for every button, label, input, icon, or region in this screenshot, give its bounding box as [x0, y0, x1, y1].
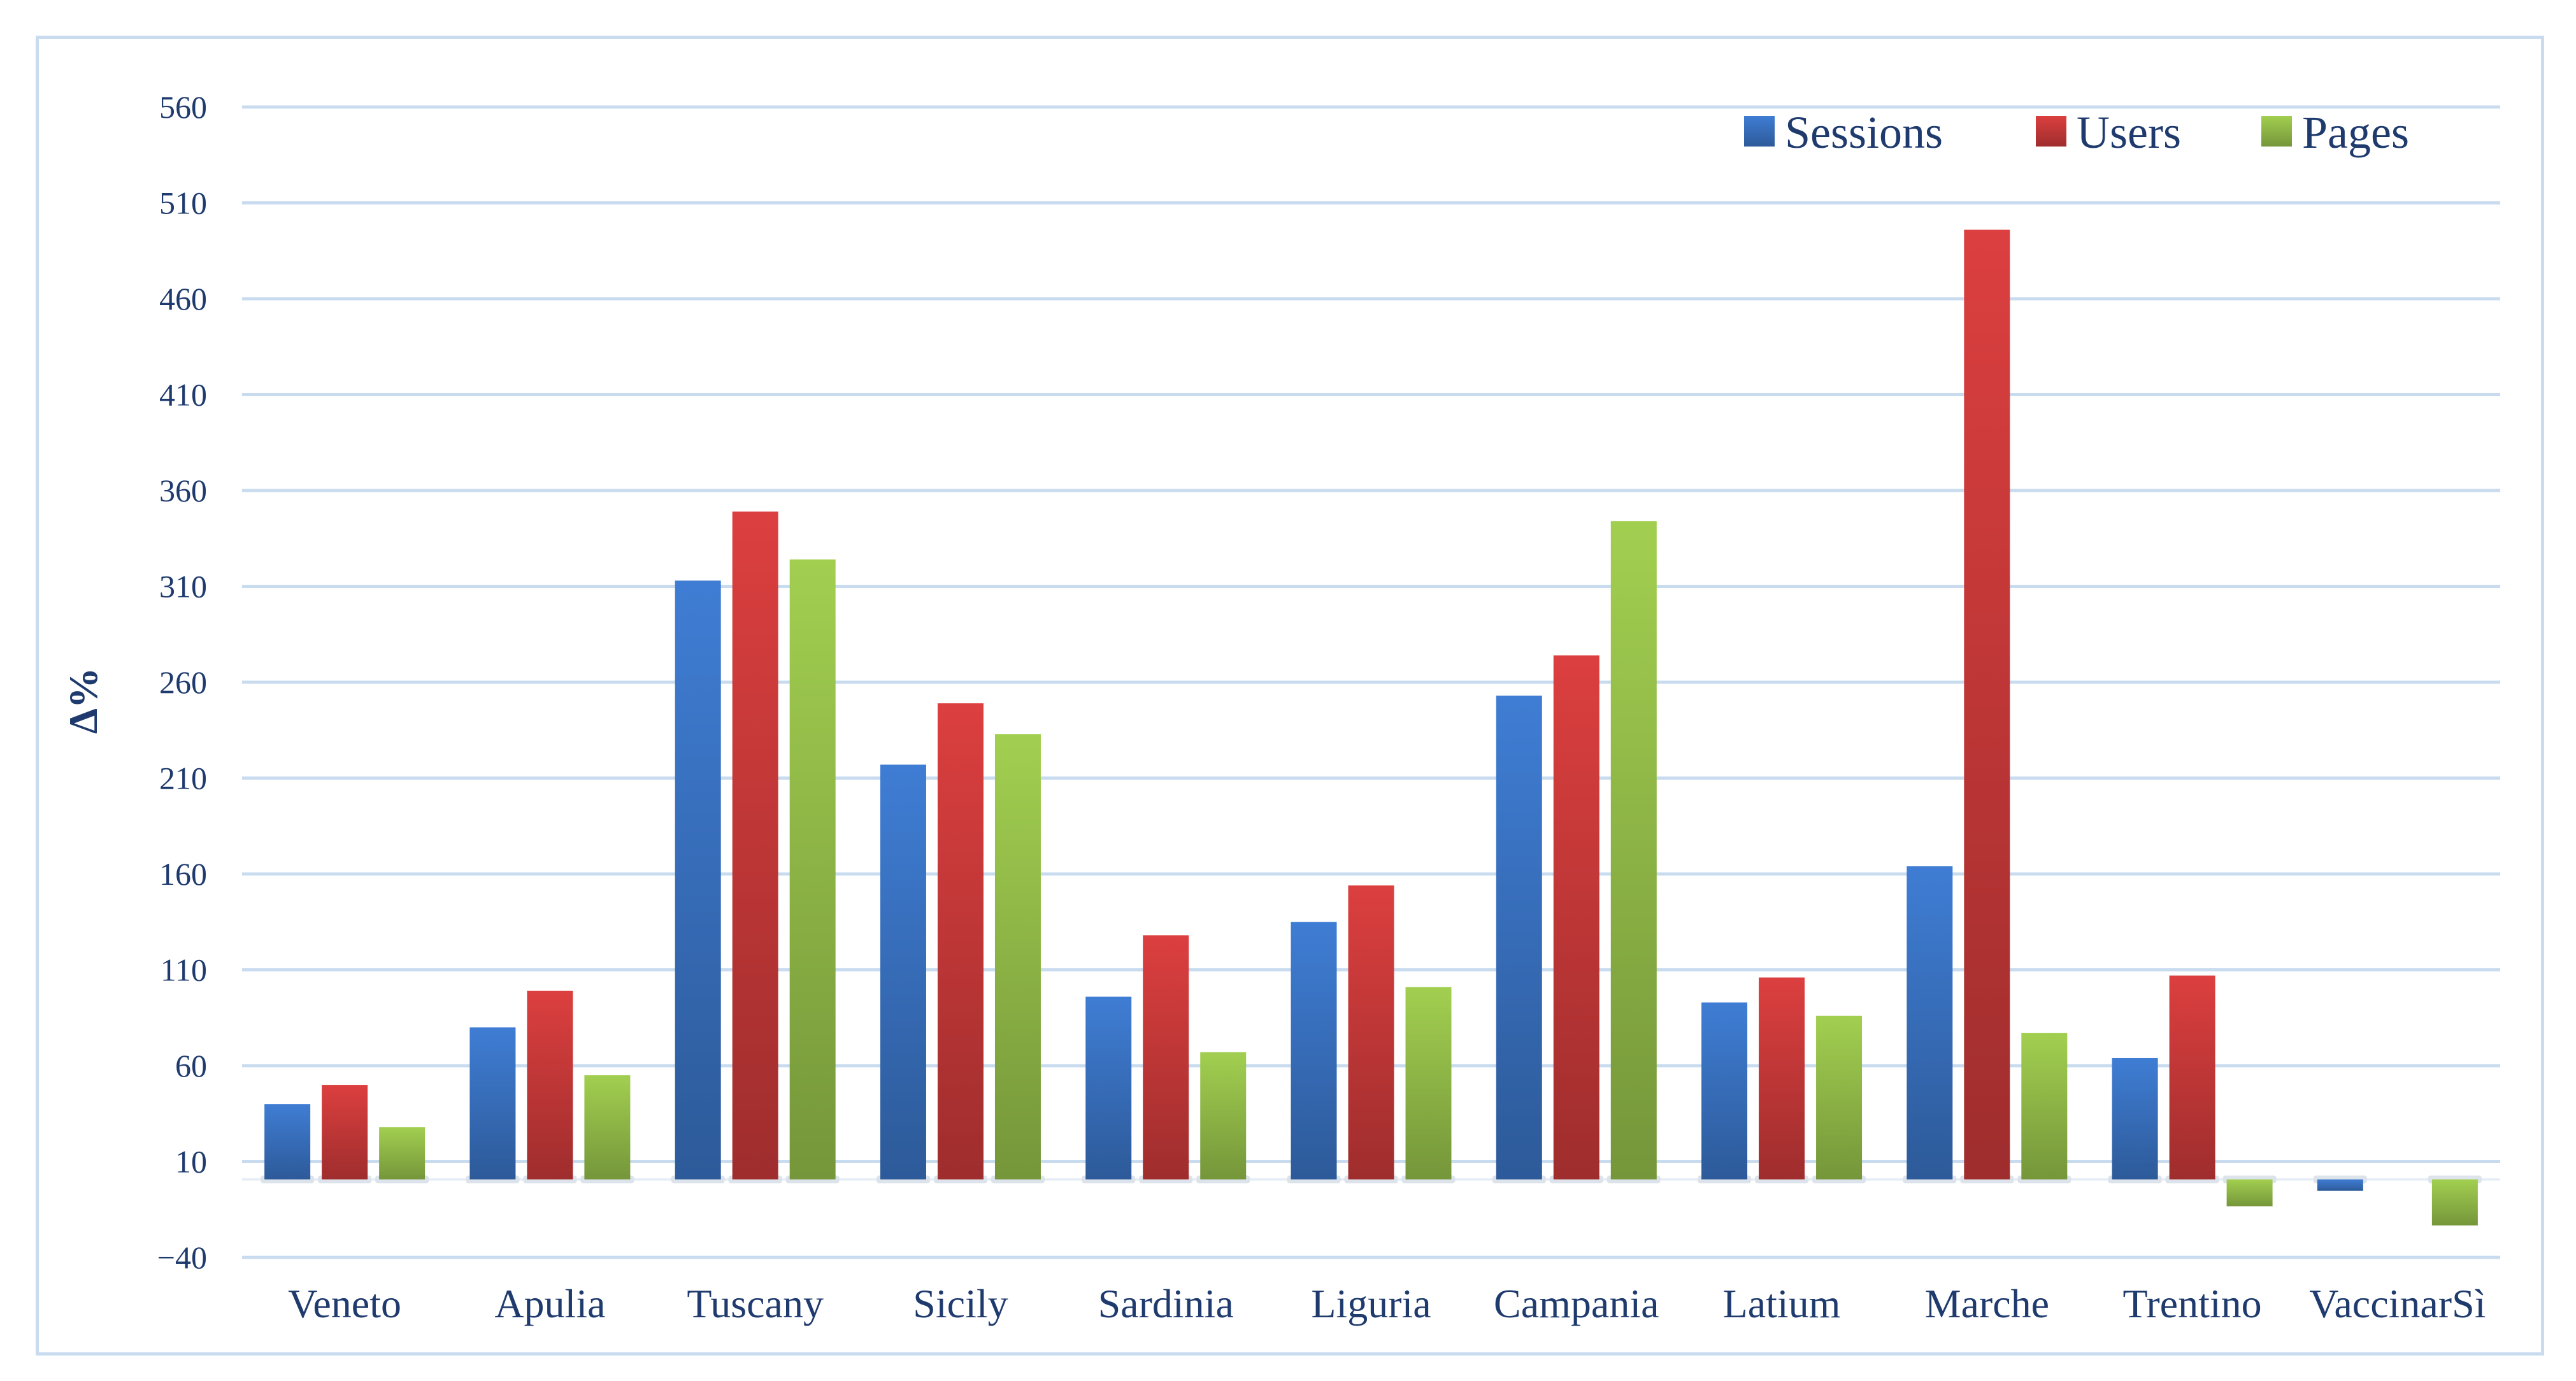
- x-tick-label-campania: Campania: [1494, 1281, 1659, 1326]
- y-tick-label: 10: [175, 1144, 207, 1180]
- bar-pages-liguria: [1405, 987, 1452, 1180]
- legend-swatch-users: [2036, 116, 2066, 147]
- bar-users-sardinia: [1143, 935, 1189, 1180]
- bar-pages-sicily: [994, 734, 1041, 1180]
- x-tick-label-sardinia: Sardinia: [1098, 1281, 1234, 1326]
- bar-sessions-liguria: [1291, 922, 1337, 1180]
- y-axis-ticks: 560 510 460 410 360 310 260 210 160 110 60 10 −40: [157, 89, 207, 1275]
- bar-sessions-trentino: [2112, 1057, 2158, 1180]
- y-tick-label: −40: [157, 1240, 207, 1275]
- y-axis-title: Δ%: [61, 668, 106, 734]
- bar-users-latium: [1759, 977, 1805, 1180]
- bar-pages-latium: [1816, 1015, 1863, 1180]
- bar-pages-trentino: [2226, 1179, 2273, 1206]
- bar-sessions-vaccinarsi: [2317, 1179, 2363, 1191]
- y-tick-label: 160: [159, 856, 207, 892]
- bar-users-apulia: [527, 991, 573, 1180]
- bar-sessions-apulia: [469, 1027, 516, 1180]
- bar-pages-veneto: [379, 1127, 426, 1180]
- bar-users-veneto: [322, 1085, 368, 1180]
- bar-sessions-campania: [1496, 696, 1542, 1180]
- bar-sessions-tuscany: [675, 580, 721, 1180]
- x-tick-label-veneto: Veneto: [288, 1281, 401, 1326]
- bar-users-campania: [1553, 655, 1599, 1180]
- y-tick-label: 260: [159, 664, 207, 700]
- bar-sessions-veneto: [264, 1104, 311, 1180]
- x-tick-label-apulia: Apulia: [494, 1281, 605, 1326]
- legend: Sessions Users Pages: [1744, 107, 2409, 158]
- x-tick-label-trentino: Trentino: [2123, 1281, 2262, 1326]
- x-tick-label-tuscany: Tuscany: [687, 1281, 824, 1326]
- bar-pages-sardinia: [1200, 1052, 1247, 1180]
- bar-users-sicily: [937, 703, 984, 1180]
- bar-pages-campania: [1610, 521, 1657, 1180]
- legend-label-pages: Pages: [2302, 107, 2409, 158]
- bar-pages-apulia: [584, 1075, 631, 1180]
- y-tick-label: 560: [159, 89, 207, 125]
- bar-users-tuscany: [732, 512, 778, 1180]
- legend-label-sessions: Sessions: [1785, 107, 1943, 158]
- bar-users-marche: [1964, 229, 2010, 1180]
- legend-label-users: Users: [2077, 107, 2181, 158]
- bar-sessions-sicily: [880, 764, 926, 1180]
- bar-sessions-latium: [1701, 1002, 1748, 1180]
- bar-pages-vaccinarsi: [2431, 1179, 2478, 1226]
- x-tick-label-sicily: Sicily: [913, 1281, 1008, 1326]
- x-tick-label-marche: Marche: [1925, 1281, 2049, 1326]
- bar-pages-marche: [2021, 1033, 2068, 1180]
- bar-users-liguria: [1348, 885, 1394, 1180]
- bar-pages-tuscany: [789, 559, 836, 1180]
- bar-sessions-sardinia: [1085, 996, 1132, 1180]
- x-axis-labels: Veneto Apulia Tuscany Sicily Sardinia Liguria…: [288, 1281, 2486, 1326]
- y-tick-label: 210: [159, 761, 207, 796]
- y-tick-label: 510: [159, 185, 207, 221]
- y-tick-label: 410: [159, 377, 207, 413]
- y-tick-label: 360: [159, 473, 207, 508]
- x-tick-label-latium: Latium: [1723, 1281, 1841, 1326]
- x-tick-label-liguria: Liguria: [1311, 1281, 1431, 1326]
- y-tick-label: 110: [161, 952, 207, 988]
- bar-users-trentino: [2169, 975, 2215, 1180]
- x-tick-label-vaccinarsi: VaccinarSì: [2309, 1281, 2486, 1326]
- bars: [242, 229, 2500, 1226]
- y-tick-label: 60: [175, 1048, 207, 1084]
- y-tick-label: 310: [159, 569, 207, 605]
- legend-swatch-pages: [2261, 116, 2292, 147]
- bar-sessions-marche: [1907, 866, 1953, 1180]
- y-tick-label: 460: [159, 281, 207, 317]
- legend-swatch-sessions: [1744, 116, 1775, 147]
